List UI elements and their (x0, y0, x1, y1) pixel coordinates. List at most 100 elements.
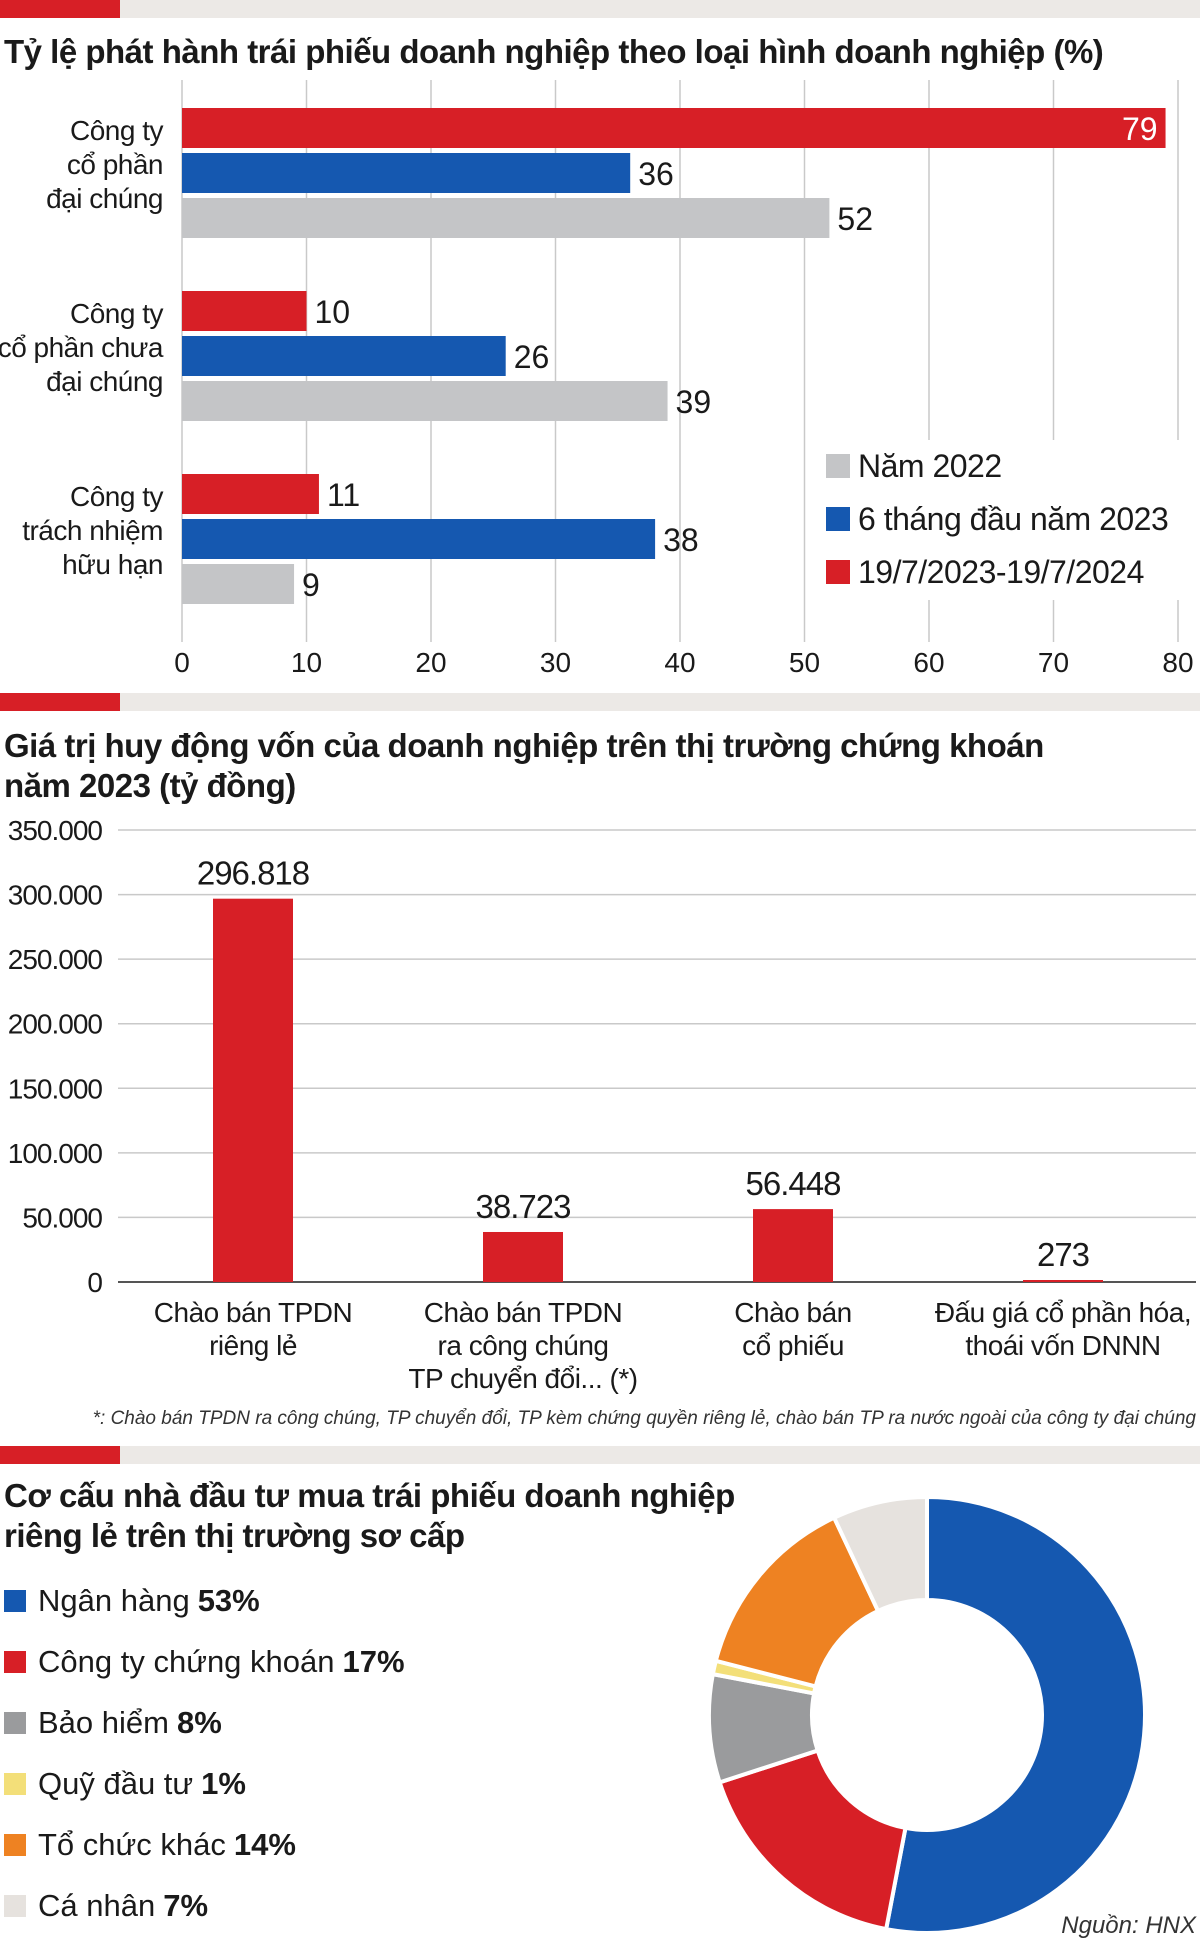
category-label: cổ phần (67, 149, 163, 180)
category-label: Chào bán TPDN (154, 1297, 352, 1328)
category-label: cổ phiếu (742, 1330, 844, 1361)
category-label: đại chúng (46, 366, 163, 397)
legend-label: Công ty chứng khoán (38, 1644, 335, 1679)
legend-label: Cá nhân (38, 1888, 156, 1923)
bar (213, 898, 293, 1282)
chart2-title-line-1: Giá trị huy động vốn của doanh nghiệp tr… (4, 727, 1044, 764)
legend-value: 7% (163, 1888, 209, 1923)
legend-value: 17% (342, 1644, 405, 1679)
pie-legend-item: Quỹ đầu tư 1% (4, 1764, 246, 1804)
data-label: 296.818 (197, 855, 309, 892)
bar (182, 381, 668, 421)
y-tick-label: 300.000 (8, 880, 103, 911)
category-label: hữu hạn (62, 549, 163, 580)
chart1-title: Tỷ lệ phát hành trái phiếu doanh nghiệp … (4, 33, 1104, 70)
y-tick-label: 150.000 (8, 1073, 103, 1104)
category-label: Công ty (70, 298, 163, 329)
section-accent-2 (0, 693, 120, 711)
category-label: Công ty (70, 481, 163, 512)
section-divider-1 (0, 0, 1200, 18)
category-label: riêng lẻ (209, 1330, 297, 1361)
bar (182, 108, 1166, 148)
data-label: 38.723 (476, 1188, 571, 1225)
x-tick-label: 0 (174, 647, 190, 678)
category-label: Đấu giá cổ phần hóa, (935, 1297, 1191, 1328)
pie-legend-item: Ngân hàng 53% (4, 1581, 260, 1621)
legend-swatch (4, 1590, 26, 1612)
bar (182, 153, 631, 193)
data-label: 38 (663, 522, 699, 558)
category-label: Chào bán TPDN (424, 1297, 622, 1328)
legend-swatch (4, 1773, 26, 1795)
legend-swatch (4, 1712, 26, 1734)
data-label: 56.448 (746, 1165, 841, 1202)
legend-value: 8% (176, 1705, 222, 1740)
legend-label: Năm 2022 (858, 448, 1002, 484)
category-label: TP chuyển đổi... (*) (408, 1363, 637, 1394)
data-label: 10 (315, 294, 351, 330)
data-label: 11 (327, 477, 360, 513)
bar (182, 198, 830, 238)
legend-label: Quỹ đầu tư (38, 1766, 194, 1801)
legend-background (812, 440, 1182, 600)
legend-label: 19/7/2023-19/7/2024 (858, 554, 1144, 590)
bar (182, 519, 656, 559)
bar (182, 474, 319, 514)
data-label: 9 (302, 567, 320, 603)
x-tick-label: 60 (913, 647, 944, 678)
data-label: 52 (837, 201, 873, 237)
pie-legend-item: Tổ chức khác 14% (4, 1825, 296, 1865)
category-label: trách nhiệm (22, 515, 163, 546)
category-label: Công ty (70, 115, 163, 146)
footnote: *: Chào bán TPDN ra công chúng, TP chuyể… (92, 1408, 1196, 1429)
legend-label: Tổ chức khác (38, 1827, 226, 1862)
bar (182, 564, 295, 604)
section-accent-3 (0, 1446, 120, 1464)
y-tick-label: 0 (87, 1267, 102, 1298)
legend-swatch (826, 454, 850, 478)
category-label: cổ phần chưa (0, 332, 164, 363)
donut-slice (831, 1494, 929, 1614)
pie-legend-item: Cá nhân 7% (4, 1886, 208, 1926)
bar (753, 1209, 833, 1282)
legend-value: 14% (233, 1827, 296, 1862)
x-tick-label: 20 (415, 647, 446, 678)
bar (1023, 1280, 1103, 1282)
chart3-svg (707, 1494, 1147, 1935)
source-note: Nguồn: HNX (1061, 1912, 1196, 1939)
data-label: 273 (1037, 1236, 1089, 1273)
pie-legend-item: Bảo hiểm 8% (4, 1703, 222, 1743)
legend-swatch (4, 1895, 26, 1917)
category-label: thoái vốn DNNN (965, 1330, 1160, 1361)
y-tick-label: 50.000 (22, 1202, 102, 1233)
legend-value: 53% (197, 1583, 260, 1618)
y-tick-label: 100.000 (8, 1138, 103, 1169)
data-label: 79 (1122, 111, 1158, 147)
section-divider-2 (0, 693, 1200, 711)
donut-slice (717, 1748, 908, 1932)
y-tick-label: 200.000 (8, 1009, 103, 1040)
x-tick-label: 30 (540, 647, 571, 678)
legend-swatch (4, 1834, 26, 1856)
x-tick-label: 40 (664, 647, 695, 678)
data-label: 26 (514, 339, 550, 375)
y-tick-label: 350.000 (8, 815, 103, 846)
legend-swatch (4, 1651, 26, 1673)
category-label: đại chúng (46, 183, 163, 214)
pie-legend-item: Công ty chứng khoán 17% (4, 1642, 405, 1682)
chart3-title-line-2: riêng lẻ trên thị trường sơ cấp (4, 1517, 465, 1554)
chart2-title: Giá trị huy động vốn của doanh nghiệp tr… (4, 726, 1044, 806)
donut-slice (883, 1494, 1147, 1935)
y-tick-label: 250.000 (8, 944, 103, 975)
legend-swatch (826, 560, 850, 584)
category-label: ra công chúng (438, 1330, 609, 1361)
chart2-svg: 0 50.000 100.000 150.000 200.000 250.000 300.0… (8, 815, 1196, 1394)
x-tick-label: 70 (1038, 647, 1069, 678)
section-accent-1 (0, 0, 120, 18)
x-tick-label: 10 (291, 647, 322, 678)
chart2-title-line-2: năm 2023 (tỷ đồng) (4, 767, 296, 804)
legend-label: Ngân hàng (38, 1583, 190, 1618)
x-tick-label: 50 (789, 647, 820, 678)
legend-label: 6 tháng đầu năm 2023 (858, 501, 1168, 537)
